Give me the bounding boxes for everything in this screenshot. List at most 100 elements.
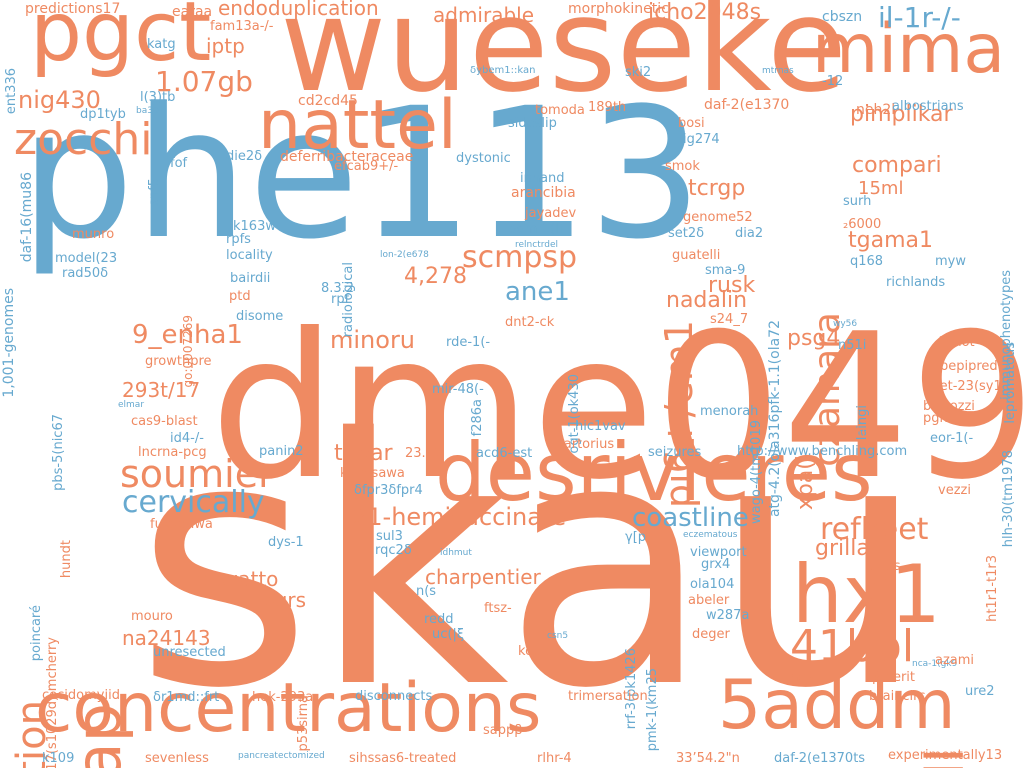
cloud-word-icho2048s: icho2048s <box>648 0 762 25</box>
cloud-word-kamisawa: kamisawa <box>340 466 405 481</box>
cloud-word-mima: mima <box>812 10 1006 89</box>
cloud-word-tomoda: tomoda <box>535 103 585 118</box>
cloud-word-pgrs: pgrs <box>262 588 307 612</box>
cloud-word-nig430: nig430 <box>18 86 101 114</box>
cloud-word-n51i: n51i <box>838 338 867 353</box>
cloud-word-plasmoap: plasmoap <box>62 703 135 768</box>
cloud-word-pancreatectomized: pancreatectomized <box>238 751 325 761</box>
cloud-word-id4: id4-/- <box>170 431 204 446</box>
cloud-word-menorah: menorah <box>700 404 759 419</box>
cloud-word-15ml: 15ml <box>858 178 904 199</box>
cloud-word-4-278: 4,278 <box>404 264 467 289</box>
cloud-word-hek-293a: hek-293a <box>252 690 314 705</box>
cloud-word-iptp: iptp <box>206 34 245 58</box>
cloud-word-disome: disome <box>236 309 284 324</box>
cloud-word-csn5: csn5 <box>547 631 569 641</box>
cloud-word-daf-16-mu86: daf-16(mu86 <box>19 172 35 263</box>
cloud-word-experimentally13: experimentally13 <box>888 748 1003 763</box>
cloud-word-w287a: w287a <box>706 608 750 623</box>
cloud-word-munro: munro <box>72 227 115 242</box>
cloud-word-293t-17: 293t/17 <box>122 378 201 402</box>
cloud-word-tcrgp: tcrgp <box>688 176 746 201</box>
cloud-word-phe113: phe113 <box>20 70 703 279</box>
cloud-word-fpr3-fpr4: δfpr3δfpr4 <box>354 483 423 498</box>
cloud-word-sideslip: sideslip <box>508 116 557 131</box>
cloud-word-ybem1-kan: δybem1::kan <box>470 65 536 76</box>
cloud-word-41bbl: 41bbl <box>790 621 915 672</box>
cloud-word-p: γ[p <box>625 530 647 545</box>
cloud-word-ptd: ptd <box>229 289 251 304</box>
cloud-word-21-hemisuccinate: 21-hemisuccinate <box>352 503 567 531</box>
cloud-word-ht1r1-t1r3: ht1r1-t1r3 <box>985 555 1000 622</box>
cloud-word-nattel: nattel <box>258 86 457 165</box>
cloud-word-ent336: ent336 <box>4 68 19 115</box>
cloud-word-zocchi: zocchi <box>14 114 153 165</box>
cloud-word-efcab9: efcab9+/- <box>334 159 399 174</box>
cloud-word-ba30: ba30 <box>136 106 159 116</box>
cloud-word-die2: die2δ <box>226 149 263 164</box>
cloud-word-hejase: hejase <box>790 670 833 685</box>
cloud-word-wueseke: wueseke <box>280 0 848 121</box>
cloud-word-desrivieres: desrivieres <box>435 426 873 519</box>
cloud-word-rde-1: rde-1(- <box>446 335 491 350</box>
cloud-word-panin2: panin2 <box>259 444 304 459</box>
cloud-word-wy56: wy56 <box>833 319 858 329</box>
cloud-word-n-s: n(s <box>416 584 437 599</box>
cloud-word-soumier: soumier <box>120 452 274 496</box>
cloud-word-fof: fof <box>170 156 188 171</box>
cloud-word-daf-2-e1370ts: daf-2(e1370ts <box>774 751 866 766</box>
cloud-word-myw: myw <box>935 254 966 269</box>
cloud-word-neh2l: neh2l <box>856 102 896 118</box>
cloud-word-dp1tyb: dp1tyb <box>80 107 126 122</box>
cloud-word-go-0007269: go:0007269 <box>181 315 195 388</box>
cloud-word-eczematous: eczematous <box>683 530 738 540</box>
cloud-word-acd6-est: acd6-est <box>476 446 533 461</box>
cloud-word-pbs-5-nic67: pbs-5(nic67 <box>51 414 66 491</box>
cloud-word-idhmut: idhmut <box>440 548 472 558</box>
cloud-word-pmk-1-km25: pmk-1(km25 <box>645 668 660 752</box>
cloud-word-psg4: psg4 <box>787 326 841 351</box>
cloud-word-8-3-2: 8.3.2 <box>321 281 355 296</box>
cloud-word-croxatto: croxatto <box>196 567 279 591</box>
cloud-word-bertozzi: bertozzi <box>923 399 975 414</box>
cloud-word-redd: redd <box>424 612 454 627</box>
cloud-word-model-23: model(23 <box>55 251 118 266</box>
cloud-word-sevenless: sevenless <box>145 751 209 766</box>
cloud-word-tabar: tabar <box>334 441 393 466</box>
cloud-word-seizures: seizures <box>648 445 702 460</box>
cloud-word-lncrna-pcg: lncrna-pcg <box>138 445 207 460</box>
cloud-word-compari: compari <box>852 153 942 178</box>
cloud-word-disconnects: disconnects <box>355 689 433 704</box>
cloud-word-eor-1: eor-1(- <box>930 431 974 446</box>
cloud-word-f286a: f286a <box>470 399 485 437</box>
cloud-word-bepipred: bepipred <box>940 359 998 374</box>
cloud-word-snf5: snf5 <box>147 178 162 206</box>
cloud-word-inhand: inhand <box>520 171 565 186</box>
cloud-word-viewport: viewport <box>690 545 747 560</box>
cloud-word-sihssas6-treated: sihssas6-treated <box>349 751 457 766</box>
cloud-word-1-001-genomes: 1,001-genomes <box>1 288 17 398</box>
cloud-word-cervically: cervically <box>122 485 265 520</box>
cloud-word-k109: k109 <box>42 751 75 766</box>
cloud-word-r1md-frt: δr1md::frt <box>153 690 220 705</box>
cloud-word-9-enha1: 9_enha1 <box>132 320 243 350</box>
cloud-word-grillari: grillari <box>815 536 885 561</box>
cloud-word-wago-4-tm1019: wago-4(tm1019 <box>749 420 764 524</box>
cloud-word-6000: ₂6000 <box>843 217 882 232</box>
cloud-word-dme04914: dme04914 <box>210 291 1024 524</box>
cloud-word-q168: q168 <box>850 254 884 269</box>
cloud-word-uvigs: uvigs <box>866 559 901 574</box>
cloud-word-jayadev: jayadev <box>525 206 577 221</box>
cloud-word-arancibia: arancibia <box>511 185 576 201</box>
cloud-word-1-07gb: 1.07gb <box>155 65 253 98</box>
cloud-word-dystonic: dystonic <box>456 151 511 166</box>
cloud-word-mouro: mouro <box>131 609 173 624</box>
cloud-word-locality: locality <box>226 248 273 263</box>
cloud-word-s24-7: s24_7 <box>710 312 749 327</box>
cloud-word-pgct: pgct <box>30 0 212 80</box>
cloud-word-concentrations: concentrations <box>35 669 542 748</box>
cloud-word-rad50: rad50δ <box>62 266 109 281</box>
cloud-word-atg-4-2-ola316pfk-1-1-ola72: atg-4.2(ola316pfk-1.1(ola72 <box>767 320 783 518</box>
cloud-word-pghr: pghr-/- <box>923 411 967 426</box>
